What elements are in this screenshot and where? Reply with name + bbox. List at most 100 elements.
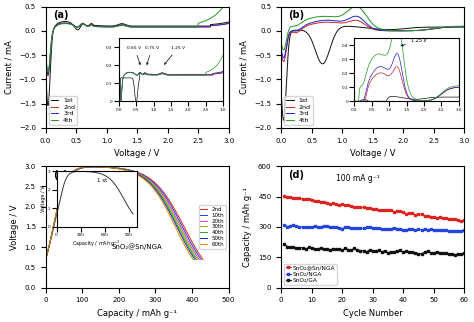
3rd [278, 47, 284, 51]
40th [82, 165, 87, 168]
3rd [367, 25, 373, 29]
4th [423, 28, 428, 32]
Y-axis label: Voltage / V: Voltage / V [10, 204, 19, 250]
SnO₂@Sn/NGA [327, 202, 333, 206]
2nd [288, 31, 293, 34]
4th [461, 24, 467, 28]
2nd [63, 21, 68, 25]
Text: SnO₂@Sn/NGA: SnO₂@Sn/NGA [111, 243, 162, 250]
4th [363, 13, 368, 16]
40th [144, 177, 149, 181]
1st [456, 25, 462, 29]
4th [220, 5, 226, 8]
50th [69, 165, 75, 168]
2nd [71, 165, 76, 168]
2nd [220, 22, 226, 26]
1st [52, 24, 58, 28]
3rd [127, 25, 133, 29]
4th [353, 4, 359, 8]
4th [281, 48, 286, 52]
Line: 2nd: 2nd [281, 20, 464, 62]
2nd [136, 171, 141, 175]
X-axis label: Voltage / V: Voltage / V [114, 149, 160, 158]
50th [143, 177, 148, 181]
1st [43, 69, 48, 73]
4th [127, 25, 133, 29]
20th [82, 165, 88, 168]
Line: 3rd: 3rd [281, 16, 464, 58]
50th [110, 166, 116, 170]
20th [112, 166, 118, 170]
SnO₂/GA [394, 249, 400, 252]
Legend: 2nd, 10th, 20th, 30th, 40th, 50th, 60th: 2nd, 10th, 20th, 30th, 40th, 50th, 60th [199, 205, 226, 249]
Legend: 1st, 2nd, 3rd, 4th: 1st, 2nd, 3rd, 4th [49, 96, 77, 125]
50th [81, 165, 87, 168]
Line: 1st: 1st [281, 26, 464, 120]
3rd [226, 22, 231, 25]
SnO₂/GA [327, 248, 333, 252]
30th [111, 166, 117, 170]
Text: (b): (b) [289, 10, 305, 20]
10th [83, 165, 89, 168]
1st [363, 26, 368, 30]
60th [130, 171, 136, 175]
4th [43, 51, 48, 55]
60th [81, 165, 86, 168]
2nd [161, 191, 167, 195]
4th [367, 19, 373, 23]
SnO₂@Sn/NGA [394, 209, 400, 213]
40th [111, 166, 117, 170]
10th [146, 177, 152, 181]
1st [456, 25, 462, 29]
30th [70, 165, 75, 168]
4th [220, 5, 226, 9]
30th [43, 164, 48, 168]
SnO₂/NGA [333, 225, 339, 229]
50th [155, 191, 161, 195]
1st [288, 32, 293, 36]
3rd [132, 25, 137, 29]
60th [141, 177, 147, 181]
3rd [281, 56, 286, 60]
2nd [363, 23, 368, 27]
2nd [114, 166, 119, 170]
SnO₂@Sn/NGA [461, 219, 467, 223]
1st [278, 90, 284, 94]
30th [145, 177, 150, 181]
Legend: SnO₂@Sn/NGA, SnO₂/NGA, SnO₂/GA: SnO₂@Sn/NGA, SnO₂/NGA, SnO₂/GA [284, 263, 337, 285]
SnO₂@Sn/NGA [342, 203, 348, 207]
40th [69, 165, 75, 168]
Text: (c): (c) [53, 170, 68, 180]
60th [43, 164, 48, 168]
40th [43, 164, 48, 168]
Text: 100 mA g⁻¹: 100 mA g⁻¹ [336, 174, 380, 183]
SnO₂/NGA [394, 227, 400, 231]
1st [367, 26, 373, 30]
Legend: 1st, 2nd, 3rd, 4th: 1st, 2nd, 3rd, 4th [284, 96, 312, 125]
1st [220, 21, 226, 25]
2nd [456, 25, 462, 29]
SnO₂/GA [312, 247, 318, 251]
2nd [148, 177, 154, 181]
3rd [456, 25, 462, 29]
4th [456, 24, 462, 28]
3rd [43, 52, 48, 56]
4th [187, 25, 192, 29]
30th [132, 171, 138, 175]
10th [70, 165, 76, 168]
20th [196, 258, 202, 261]
Line: SnO₂@Sn/NGA: SnO₂@Sn/NGA [283, 195, 465, 222]
40th [132, 171, 137, 175]
40th [156, 191, 162, 195]
1st [423, 25, 428, 29]
SnO₂/NGA [342, 225, 348, 229]
3rd [220, 23, 226, 26]
2nd [132, 25, 137, 29]
2nd [83, 165, 89, 168]
2nd [45, 74, 51, 78]
1st [45, 104, 51, 108]
X-axis label: Voltage / V: Voltage / V [350, 149, 395, 158]
3rd [353, 14, 359, 18]
60th [69, 165, 74, 168]
SnO₂@Sn/NGA [339, 202, 345, 206]
